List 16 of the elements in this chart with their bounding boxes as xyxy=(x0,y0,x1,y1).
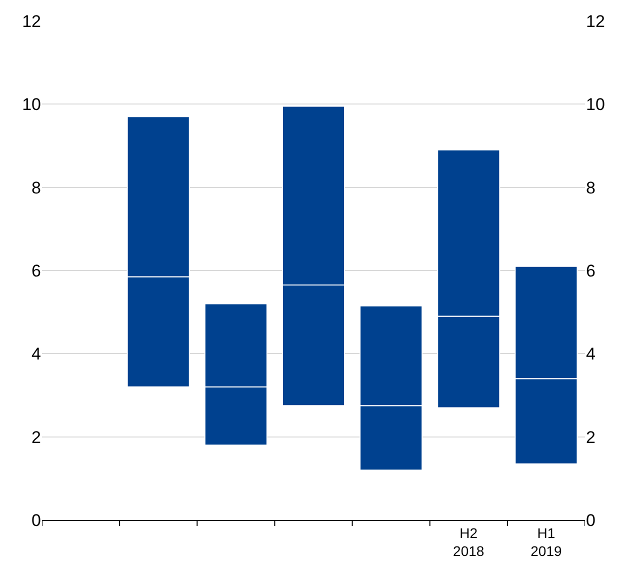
y2-tick-label: 8 xyxy=(586,178,596,198)
x-tick-label: H1 2019 xyxy=(530,524,562,559)
y2-tick-label: 6 xyxy=(586,261,596,280)
y2-tick-label: 10 xyxy=(586,95,605,114)
y-tick-label: 8 xyxy=(32,178,41,198)
y-tick-label: 6 xyxy=(32,261,41,280)
y2-tick-label: 0 xyxy=(586,510,596,530)
y-tick-label: 4 xyxy=(32,344,41,364)
y-tick-label: 0 xyxy=(32,510,41,530)
y2-tick-label: 4 xyxy=(586,344,596,364)
y-tick-label: 12 xyxy=(22,12,41,31)
y2-tick-label: 12 xyxy=(586,12,605,31)
x-tick-label: H2 2018 xyxy=(453,524,484,559)
y2-tick-label: 2 xyxy=(586,428,596,447)
y-tick-label: 10 xyxy=(22,95,41,114)
y-tick-label: 2 xyxy=(32,428,41,447)
